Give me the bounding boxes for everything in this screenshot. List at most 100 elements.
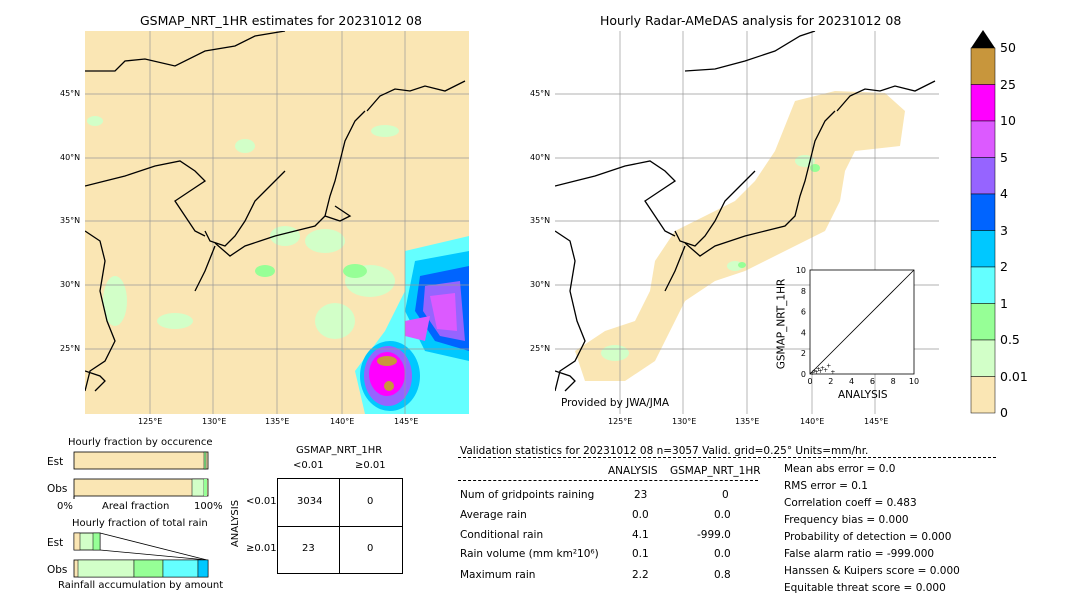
colorbar-label: 4 — [1000, 186, 1008, 201]
scatter-y-tick: 4 — [801, 328, 806, 337]
right-lat-label-45: 45°N — [530, 89, 551, 98]
scatter-point: + — [810, 370, 815, 377]
colorbar-block — [970, 230, 996, 268]
scatter-plot: +++++++++ 00 2 2 4 4 6 6 8 8 10 10 — [796, 266, 919, 386]
validation-row-gsmap: 0.0 — [714, 548, 731, 560]
scatter-y-tick: 2 — [801, 349, 806, 358]
scatter-point: + — [816, 366, 821, 373]
validation-score: Frequency bias = 0.000 — [784, 514, 909, 526]
colorbar-label: 3 — [1000, 222, 1008, 238]
colorbar-block — [970, 266, 996, 304]
left-map-drizzle-patches — [87, 116, 399, 339]
left-map — [85, 31, 469, 414]
validation-col-analysis: ANALYSIS — [608, 465, 658, 477]
fraction-occurrence-title: Hourly fraction by occurence — [68, 437, 213, 448]
validation-col-gsmap: GSMAP_NRT_1HR — [670, 465, 761, 477]
contingency-header: GSMAP_NRT_1HR — [296, 445, 383, 456]
contingency-col-label-ge: ≥0.01 — [355, 460, 386, 471]
fraction-occurrence-row-est: Est — [47, 456, 64, 468]
colorbar-label: 5 — [1000, 149, 1008, 165]
colorbar-label: 2 — [1000, 259, 1008, 274]
colorbar-block — [970, 84, 996, 122]
colorbar-label: 50 — [1000, 40, 1016, 55]
left-map-title: GSMAP_NRT_1HR estimates for 20231012 08 — [140, 13, 422, 28]
left-map-graticule — [85, 31, 469, 414]
validation-row-analysis: 4.1 — [632, 529, 649, 541]
validation-row-gsmap: 0.8 — [714, 569, 731, 581]
colorbar-block — [970, 376, 996, 414]
left-lon-label-140: 140°E — [330, 417, 355, 426]
left-map-heavy-rain — [355, 236, 469, 414]
validation-col-rule — [458, 480, 758, 481]
right-map-credit: Provided by JWA/JMA — [561, 397, 670, 409]
right-lat-label-25: 25°N — [530, 344, 551, 353]
validation-score: Mean abs error = 0.0 — [784, 463, 896, 475]
contingency-cell-11: 0 — [367, 543, 374, 554]
scatter-diagonal — [809, 269, 915, 375]
contingency-col-label-lt: <0.01 — [293, 460, 324, 471]
validation-score: Hanssen & Kuipers score = 0.000 — [784, 565, 960, 577]
validation-row-analysis: 0.1 — [632, 548, 649, 560]
scatter-points: +++++++++ — [810, 363, 836, 377]
validation-row-gsmap: -999.0 — [697, 529, 731, 541]
contingency-cell-10: 23 — [302, 543, 315, 554]
colorbar-block — [970, 157, 996, 195]
right-lat-label-35: 35°N — [530, 216, 551, 225]
validation-score: Correlation coeff = 0.483 — [784, 497, 917, 509]
left-lat-label-30: 30°N — [60, 280, 81, 289]
scatter-ticks: 00 2 2 4 4 6 6 8 8 10 10 — [796, 266, 919, 386]
colorbar-label: 0 — [1000, 405, 1008, 420]
right-lat-label-40: 40°N — [530, 153, 551, 162]
contingency-row-label-ge: ≥0.01 — [246, 543, 277, 554]
left-lat-label-25: 25°N — [60, 344, 81, 353]
scatter-x-tick: 4 — [849, 377, 854, 386]
contingency-grid — [277, 478, 403, 574]
scatter-x-tick: 6 — [870, 377, 875, 386]
validation-row-gsmap: 0 — [722, 489, 729, 501]
colorbar-block — [970, 303, 996, 341]
scatter-xlabel: ANALYSIS — [838, 389, 888, 401]
validation-row-label: Num of gridpoints raining — [460, 489, 595, 501]
scatter-point: + — [830, 369, 835, 376]
validation-score: Equitable threat score = 0.000 — [784, 582, 946, 594]
scatter-ylabel: GSMAP_NRT_1HR — [775, 278, 788, 370]
right-lon-label-135: 135°E — [735, 417, 760, 426]
colorbar-block — [970, 193, 996, 231]
contingency-row-label-lt: <0.01 — [246, 496, 277, 507]
left-lon-label-130: 130°E — [202, 417, 227, 426]
contingency-cell-00: 3034 — [297, 496, 323, 507]
colorbar-label: 10 — [1000, 113, 1016, 128]
colorbar-block — [970, 47, 996, 85]
fraction-total-row-est: Est — [47, 537, 64, 549]
colorbar-label: 0.01 — [1000, 368, 1028, 384]
scatter-x-tick: 2 — [828, 377, 833, 386]
right-lon-label-130: 130°E — [672, 417, 697, 426]
validation-row-label: Average rain — [460, 509, 527, 521]
right-lon-label-140: 140°E — [800, 417, 825, 426]
validation-row-label: Rain volume (mm km²10⁶) — [460, 548, 599, 560]
fraction-total-footer: Rainfall accumulation by amount — [58, 580, 224, 591]
validation-score: False alarm ratio = -999.000 — [784, 548, 935, 560]
right-map-title: Hourly Radar-AMeDAS analysis for 2023101… — [600, 13, 902, 28]
validation-row-label: Maximum rain — [460, 569, 536, 581]
left-lat-label-35: 35°N — [60, 216, 81, 225]
fraction-occurrence-x-left: 0% — [57, 501, 73, 512]
right-lon-label-145: 145°E — [864, 417, 889, 426]
left-lat-label-45: 45°N — [60, 89, 81, 98]
right-map-coverage — [575, 91, 905, 381]
scatter-y-tick: 10 — [796, 266, 806, 275]
validation-header: Validation statistics for 20231012 08 n=… — [460, 445, 869, 457]
left-lon-label-135: 135°E — [265, 417, 290, 426]
right-map-coastlines — [555, 31, 936, 392]
scatter-point: + — [823, 367, 828, 374]
scatter-point: + — [820, 365, 825, 372]
colorbar-block — [970, 120, 996, 158]
colorbar-label: 25 — [1000, 76, 1016, 92]
left-map-coastlines — [85, 31, 466, 392]
colorbar-extend-arrow — [971, 30, 995, 48]
colorbar-blocks — [970, 47, 996, 414]
right-map — [555, 31, 939, 414]
scatter-point: + — [818, 368, 823, 375]
scatter-y-tick: 6 — [801, 308, 806, 317]
fraction-total-bars — [73, 532, 209, 578]
